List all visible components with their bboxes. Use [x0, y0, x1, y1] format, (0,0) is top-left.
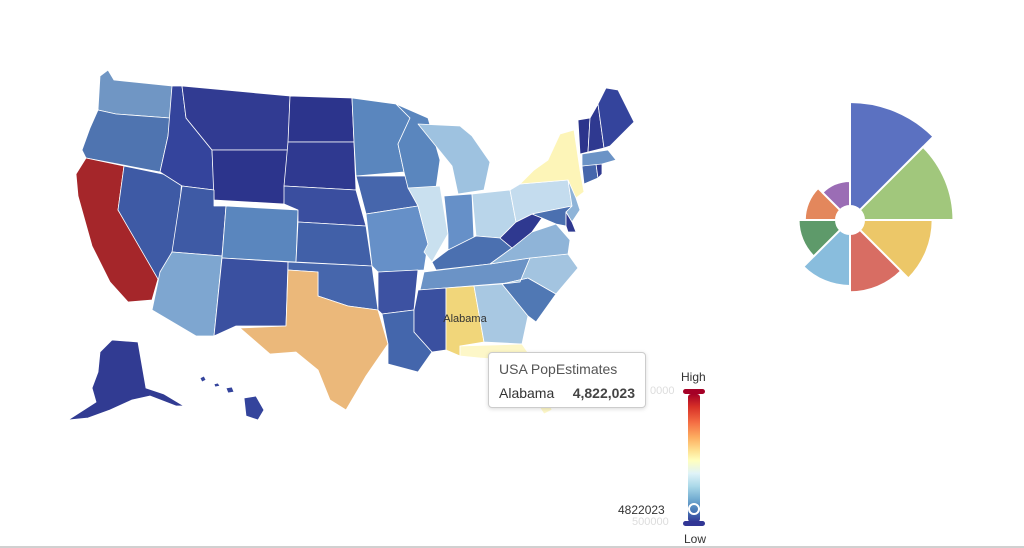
rose-slice[interactable] [849, 101, 935, 212]
visual-map-indicator[interactable] [688, 503, 700, 515]
state-new-mexico[interactable] [213, 257, 289, 337]
visual-map-low-label: Low [684, 532, 707, 546]
visual-map-faint-max: 0000 [650, 385, 675, 397]
tooltip-series-name: Alabama [499, 385, 555, 401]
state-north-dakota[interactable] [287, 95, 355, 143]
state-hawaii[interactable] [199, 375, 265, 421]
bottom-divider [0, 546, 1024, 548]
visual-map-high-label: High [681, 370, 706, 384]
rose-slice[interactable] [858, 145, 955, 221]
rose-pie-chart [797, 101, 955, 294]
state-kansas[interactable] [295, 221, 373, 267]
state-georgia[interactable] [473, 283, 529, 345]
state-arkansas[interactable] [377, 269, 419, 315]
state-colorado[interactable] [221, 205, 299, 263]
state-delaware[interactable] [565, 211, 577, 233]
state-south-dakota[interactable] [283, 141, 357, 191]
state-connecticut[interactable] [581, 163, 599, 185]
state-texas[interactable] [239, 269, 389, 411]
visual-map-bottom-handle[interactable] [683, 521, 705, 526]
tooltip-row: Alabama 4,822,023 [499, 385, 635, 401]
rose-slice[interactable] [821, 180, 851, 212]
tooltip-value: 4,822,023 [572, 385, 635, 401]
state-alaska[interactable] [67, 339, 185, 421]
state-missouri[interactable] [365, 205, 429, 273]
state-wyoming[interactable] [211, 149, 289, 205]
highlighted-state-label: Alabama [443, 313, 487, 325]
state-michigan[interactable] [417, 123, 491, 195]
tooltip-title: USA PopEstimates [499, 361, 618, 377]
state-illinois[interactable] [407, 185, 449, 263]
state-virginia[interactable] [489, 223, 571, 265]
rose-slice[interactable] [797, 219, 842, 258]
visual-map-top-handle[interactable] [683, 389, 705, 394]
rose-slice[interactable] [849, 228, 903, 294]
visual-map-current-value: 4822023 [618, 503, 665, 517]
visual-map-gradient-bar[interactable] [688, 394, 700, 522]
usa-choropleth-map: Alabama [67, 69, 635, 421]
map-tooltip: USA PopEstimates Alabama 4,822,023 [488, 352, 646, 408]
state-maine[interactable] [597, 87, 635, 149]
rose-slice[interactable] [802, 228, 851, 287]
state-washington[interactable] [97, 69, 173, 119]
rose-slice[interactable] [803, 187, 842, 221]
visual-map-faint-min: 500000 [632, 516, 669, 528]
states-layer [67, 69, 635, 421]
state-massachusetts[interactable] [581, 149, 617, 167]
rose-slice[interactable] [858, 219, 934, 280]
